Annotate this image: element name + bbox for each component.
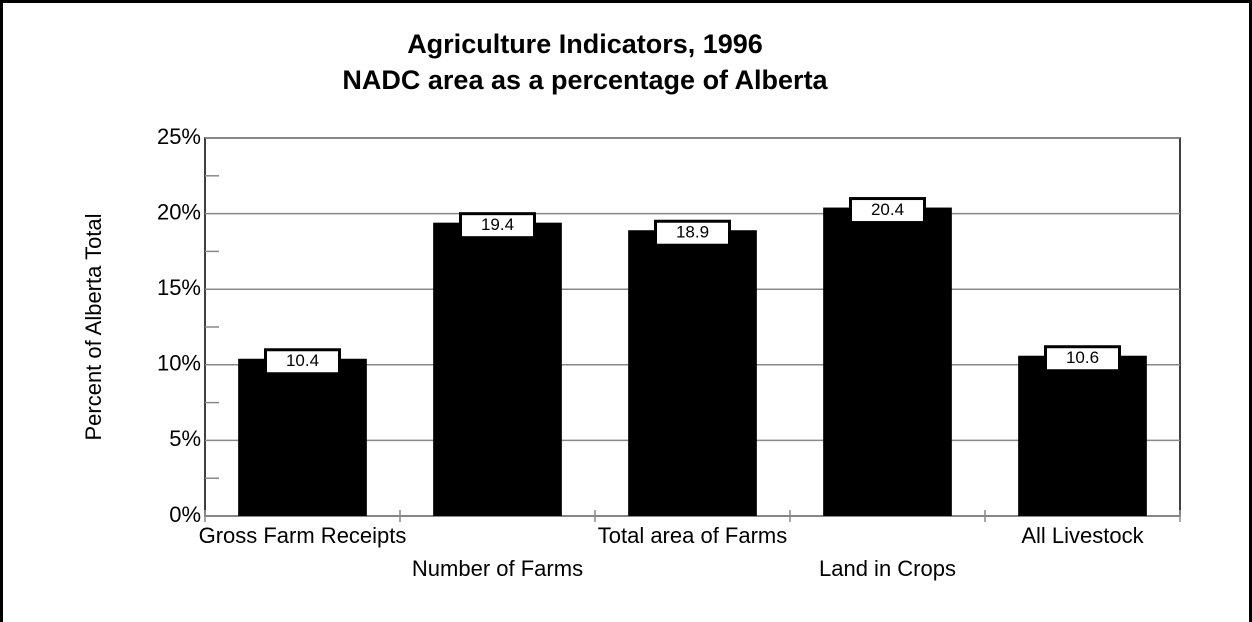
x-tick-label: Total area of Farms bbox=[598, 523, 788, 548]
value-label: 10.4 bbox=[286, 351, 319, 370]
value-label: 20.4 bbox=[871, 200, 904, 219]
y-tick-label: 15% bbox=[157, 275, 201, 300]
value-label: 19.4 bbox=[481, 215, 514, 234]
y-axis-label: Percent of Alberta Total bbox=[81, 213, 106, 440]
bar bbox=[823, 207, 952, 516]
chart-title: Agriculture Indicators, 1996 bbox=[407, 29, 763, 59]
bar bbox=[238, 358, 367, 516]
bar bbox=[628, 230, 757, 516]
value-label: 10.6 bbox=[1066, 348, 1099, 367]
y-tick-label: 5% bbox=[169, 426, 201, 451]
value-label: 18.9 bbox=[676, 223, 709, 242]
y-tick-label: 20% bbox=[157, 199, 201, 224]
chart-subtitle: NADC area as a percentage of Alberta bbox=[342, 65, 828, 95]
value-label-box bbox=[849, 197, 926, 225]
x-tick-label: Land in Crops bbox=[819, 556, 956, 581]
y-tick-label: 25% bbox=[157, 124, 201, 149]
y-tick-label: 0% bbox=[169, 502, 201, 527]
value-label-box bbox=[459, 212, 536, 240]
bar bbox=[433, 222, 562, 516]
x-tick-label: Number of Farms bbox=[412, 556, 583, 581]
bar bbox=[1018, 355, 1147, 516]
x-tick-label: Gross Farm Receipts bbox=[199, 523, 407, 548]
value-label-box bbox=[654, 219, 731, 247]
x-tick-label: All Livestock bbox=[1021, 523, 1144, 548]
value-label-box bbox=[264, 348, 341, 376]
y-tick-label: 10% bbox=[157, 351, 201, 376]
value-label-box bbox=[1044, 345, 1121, 373]
